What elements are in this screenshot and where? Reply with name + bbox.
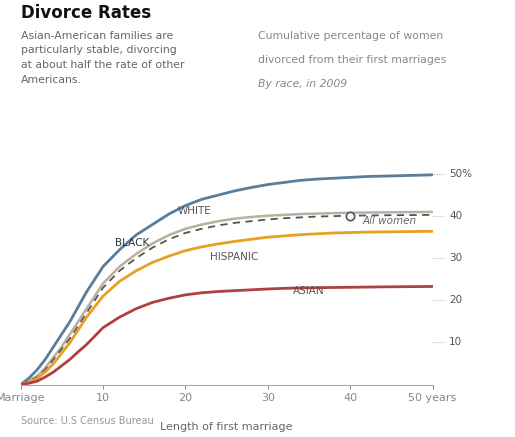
Text: Cumulative percentage of women: Cumulative percentage of women bbox=[258, 31, 443, 41]
Text: 10: 10 bbox=[449, 337, 462, 347]
Text: Divorce Rates: Divorce Rates bbox=[21, 4, 151, 22]
Text: 40: 40 bbox=[449, 211, 462, 221]
Text: WHITE: WHITE bbox=[177, 206, 211, 216]
Text: HISPANIC: HISPANIC bbox=[210, 252, 259, 262]
Text: BLACK: BLACK bbox=[115, 238, 150, 248]
Text: By race, in 2009: By race, in 2009 bbox=[258, 79, 347, 89]
Text: 20: 20 bbox=[449, 295, 462, 305]
Text: Source: U.S Census Bureau: Source: U.S Census Bureau bbox=[21, 416, 153, 426]
Text: divorced from their first marriages: divorced from their first marriages bbox=[258, 55, 446, 65]
Text: Asian-American families are
particularly stable, divorcing
at about half the rat: Asian-American families are particularly… bbox=[21, 31, 184, 85]
Text: 30: 30 bbox=[449, 253, 462, 263]
Text: Length of first marriage: Length of first marriage bbox=[160, 423, 293, 433]
Text: 50%: 50% bbox=[449, 169, 472, 179]
Text: ASIAN: ASIAN bbox=[293, 286, 324, 296]
Text: All women: All women bbox=[363, 216, 417, 225]
